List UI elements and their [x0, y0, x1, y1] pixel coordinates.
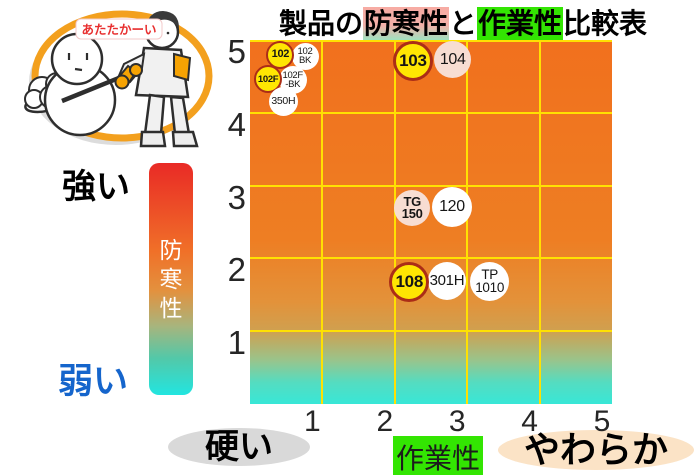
data-point-104: 104 [434, 41, 472, 79]
gridline-h-2 [250, 184, 612, 187]
data-point-102BK: 102 BK [291, 42, 319, 70]
point-label-line: 150 [401, 206, 423, 222]
glove-left [114, 74, 130, 90]
gridline-h-1 [250, 111, 612, 114]
data-point-301H: 301H [427, 261, 466, 300]
title-suffix: 比較表 [563, 8, 648, 39]
data-point-102: 102 [266, 40, 295, 69]
mascot-illustration: あたたかーい [24, 10, 213, 148]
data-point-TG150: TG 150 [394, 190, 431, 227]
y-tick-1: 1 [227, 324, 246, 362]
point-label-line: -BK [285, 79, 301, 91]
data-point-108: 108 [389, 261, 430, 302]
title-connector: と [448, 8, 477, 39]
point-label-line: 104 [439, 51, 466, 69]
plot-area: 102 BK 102 102F -BK 102F 350H 104 103 TG 150 120 TP 1… [250, 40, 612, 404]
x-tick-3: 3 [448, 405, 466, 438]
point-label-line: 102F [282, 70, 303, 82]
cold-protection-gradient-bar: 防 寒 性 [149, 163, 193, 395]
y-tick-3: 3 [227, 178, 246, 216]
x-tick-4: 4 [521, 405, 538, 438]
point-label-line: 103 [399, 51, 427, 71]
x-tick-1: 1 [304, 405, 321, 438]
x-tick-5: 5 [593, 405, 611, 438]
title-workability-term: 作業性 [477, 7, 564, 40]
gridline-h-0 [250, 40, 612, 42]
x-axis-soft-label: やわらか [523, 429, 668, 470]
gridline-v-4 [538, 40, 541, 404]
point-label-line: TG [403, 193, 421, 209]
bar-char-2: 寒 [159, 265, 183, 292]
speech-label: あたたかーい [75, 18, 163, 40]
point-label-line: 301H [429, 271, 465, 289]
x-axis-workability-label: 作業性 [393, 436, 484, 475]
page-title: 製品の防寒性と作業性比較表 [248, 2, 678, 40]
glove-right [129, 63, 143, 77]
gridline-v-1 [321, 40, 324, 404]
gridline-h-4 [250, 330, 612, 333]
title-cold-protection-term: 防寒性 [362, 7, 449, 40]
y-axis-strong-label: 強い [62, 168, 130, 206]
y-tick-2: 2 [227, 251, 246, 289]
y-tick-4: 4 [227, 105, 246, 143]
bar-char-3: 性 [159, 294, 183, 321]
point-label-line: 1010 [475, 279, 505, 295]
y-axis-weak-label: 弱い [58, 362, 129, 401]
data-point-103: 103 [392, 41, 433, 82]
point-label-line: 350H [271, 94, 296, 107]
title-prefix: 製品の [278, 8, 363, 39]
point-label-line: BK [298, 55, 312, 67]
x-axis-hard-ellipse [168, 428, 310, 466]
y-tick-5: 5 [227, 33, 246, 70]
x-axis-hard-label: 硬い [205, 428, 273, 466]
gridline-v-3 [466, 40, 469, 404]
snowman [43, 32, 117, 137]
bar-char-1: 防 [159, 236, 183, 263]
point-label-line: 102F [257, 73, 279, 85]
data-point-TP1010: TP 1010 [470, 262, 510, 302]
data-point-120: 120 [431, 186, 472, 227]
x-tick-2: 2 [376, 405, 394, 438]
speech-text: あたたかーい [81, 23, 156, 37]
point-label-line: TP [481, 266, 498, 282]
point-label-line: 120 [439, 198, 465, 216]
data-point-350H: 350H [268, 87, 298, 117]
point-label-line: 102 [297, 46, 313, 57]
gridline-v-2 [393, 40, 396, 404]
point-label-line: 108 [395, 271, 424, 291]
point-label-line: 102 [271, 48, 290, 61]
gridline-h-3 [250, 257, 612, 260]
data-point-102F: 102F [254, 65, 283, 94]
x-axis-soft-ellipse [498, 430, 694, 470]
